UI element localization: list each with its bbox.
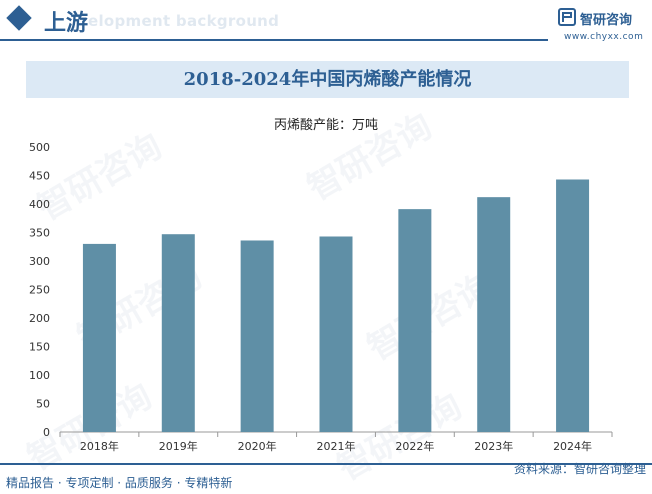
x-tick-label: 2024年 — [553, 439, 592, 453]
bar — [398, 209, 432, 432]
bar — [319, 236, 353, 432]
y-tick-label: 250 — [29, 284, 50, 297]
y-tick-label: 450 — [29, 170, 50, 183]
y-tick-label: 500 — [29, 141, 50, 154]
y-tick-label: 400 — [29, 198, 50, 211]
header: elopment background 上游 智研咨询 www.chyxx.co… — [0, 0, 652, 48]
y-tick-label: 50 — [36, 398, 50, 411]
y-tick-label: 0 — [43, 426, 50, 439]
y-tick-label: 150 — [29, 341, 50, 354]
brand-name: 智研咨询 — [580, 13, 633, 28]
y-tick-label: 200 — [29, 312, 50, 325]
footer-tagline: 精品报告 · 专项定制 · 品质服务 · 专精特新 — [6, 476, 233, 490]
section-title: 上游 — [44, 11, 89, 36]
chart-subtitle: 丙烯酸产能：万吨 — [273, 118, 378, 133]
x-tick-label: 2021年 — [317, 439, 356, 453]
y-tick-label: 100 — [29, 369, 50, 382]
title-band: 2018-2024年中国丙烯酸产能情况 — [26, 61, 629, 98]
x-tick-label: 2022年 — [395, 439, 434, 453]
x-tick-label: 2023年 — [474, 439, 513, 453]
bar — [161, 234, 195, 432]
y-tick-label: 300 — [29, 255, 50, 268]
brand-url: www.chyxx.com — [564, 32, 644, 42]
x-tick-label: 2020年 — [238, 439, 277, 453]
bar — [556, 179, 590, 432]
footer-divider — [0, 463, 652, 465]
footer-source: 资料来源：智研咨询整理 — [513, 462, 646, 476]
bar — [477, 197, 511, 432]
brand-logo-icon — [558, 8, 576, 26]
chart-title: 2018-2024年中国丙烯酸产能情况 — [183, 69, 472, 90]
header-watermark-text: elopment background — [88, 12, 280, 30]
brand-logo: 智研咨询 www.chyxx.com — [558, 6, 652, 46]
header-divider — [0, 39, 548, 41]
y-tick-label: 350 — [29, 227, 50, 240]
x-tick-label: 2019年 — [159, 439, 198, 453]
bar — [240, 240, 274, 432]
bar — [82, 243, 116, 432]
x-tick-label: 2018年 — [80, 439, 119, 453]
